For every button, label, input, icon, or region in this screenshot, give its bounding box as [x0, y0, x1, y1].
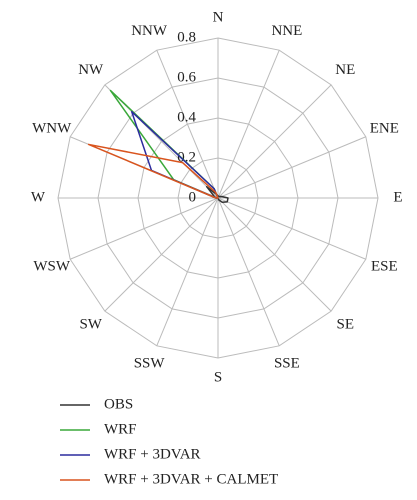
category-label: WNW	[32, 121, 72, 137]
category-label: WSW	[33, 258, 71, 274]
category-label: ENE	[370, 121, 399, 137]
category-label: NW	[78, 62, 104, 78]
category-label: ESE	[371, 258, 398, 274]
r-tick-label: 0.2	[177, 149, 196, 165]
category-label: SSW	[134, 356, 166, 372]
r-tick-label: 0.8	[177, 29, 196, 45]
r-tick-label: 0.6	[177, 69, 196, 85]
category-label: S	[214, 369, 222, 385]
category-label: SSE	[274, 356, 300, 372]
category-label: NNE	[271, 23, 302, 39]
series-line	[205, 185, 229, 203]
r-tick-label: 0	[189, 189, 197, 205]
r-tick-label: 0.4	[177, 109, 196, 125]
category-label: SE	[337, 317, 355, 333]
legend-label: WRF + 3DVAR + CALMET	[104, 471, 278, 487]
category-label: N	[213, 9, 224, 25]
legend-label: WRF + 3DVAR	[104, 446, 201, 462]
legend-label: WRF	[104, 421, 137, 437]
category-label: W	[31, 189, 46, 205]
category-label: SW	[79, 317, 102, 333]
grid-ring	[57, 37, 379, 359]
grid-ring	[97, 77, 339, 319]
series-line	[87, 143, 219, 199]
grid-ring	[177, 157, 259, 239]
legend-label: OBS	[104, 396, 133, 412]
category-label: E	[393, 189, 402, 205]
grid-ring	[137, 117, 299, 279]
category-label: NE	[335, 62, 355, 78]
category-label: NNW	[131, 23, 168, 39]
